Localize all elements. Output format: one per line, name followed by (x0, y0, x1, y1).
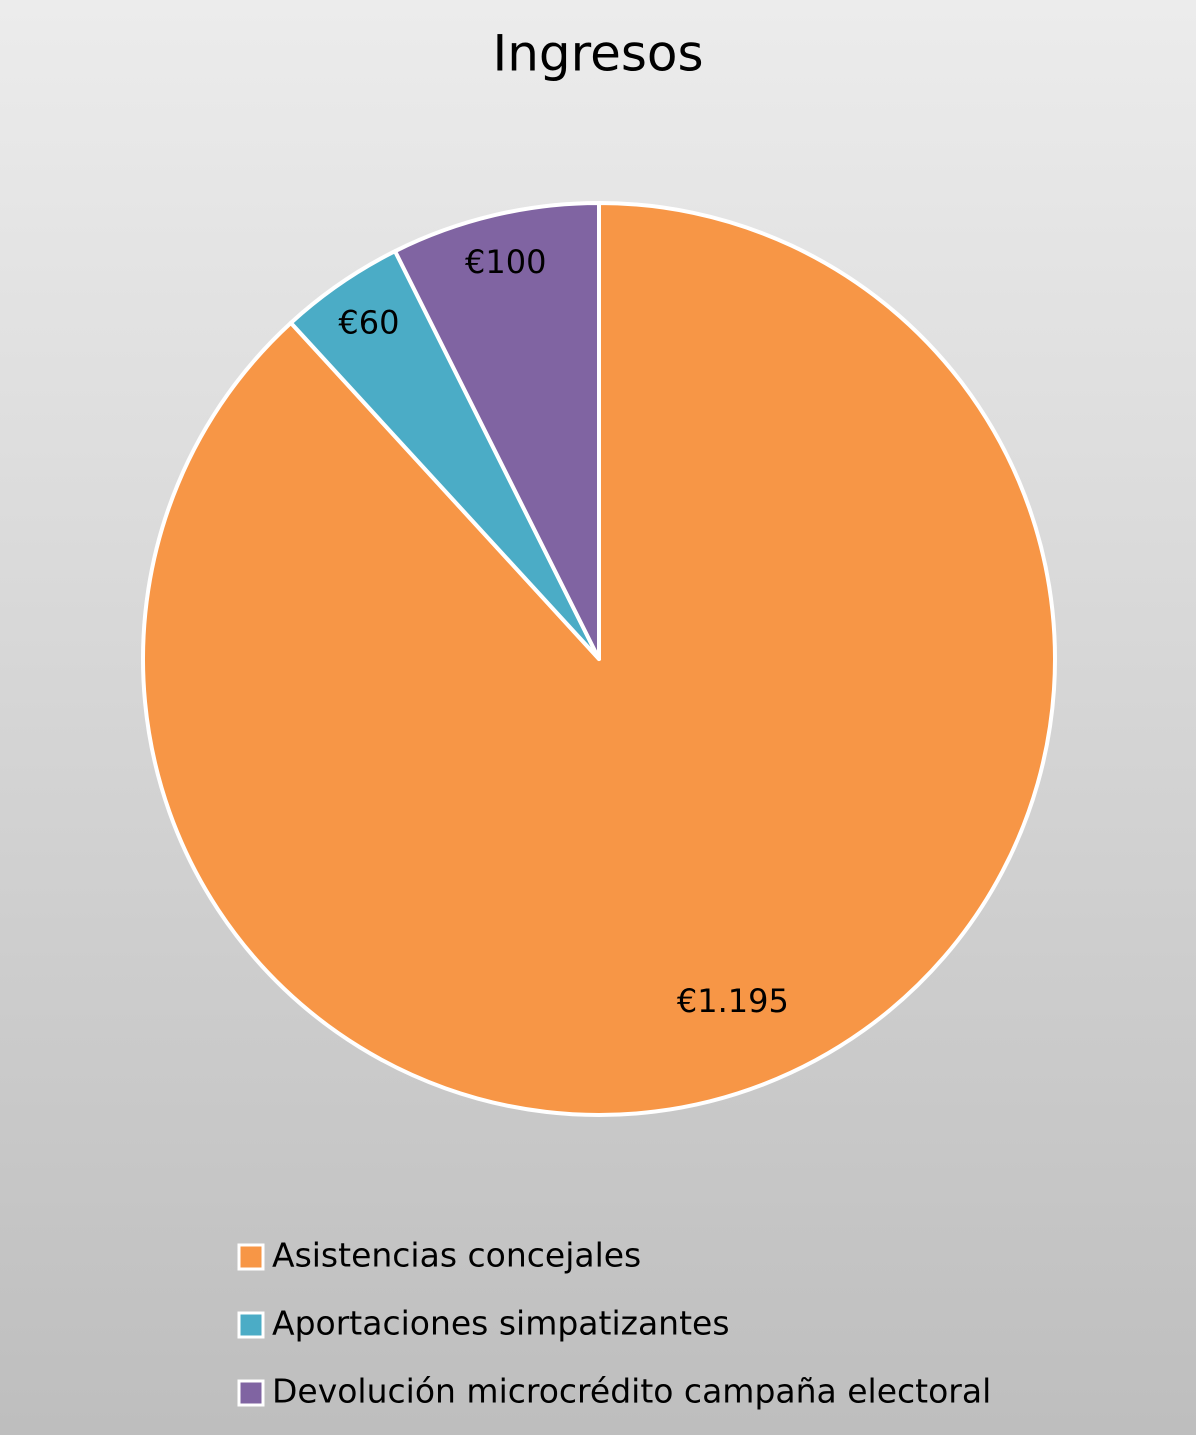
legend-label: Asistencias concejales (272, 1236, 641, 1275)
data-label: €100 (465, 243, 546, 281)
data-label: €1.195 (677, 982, 789, 1020)
legend-swatch (237, 1379, 265, 1407)
legend-swatch (237, 1311, 265, 1339)
pie-slice (141, 201, 1057, 1117)
data-label: €60 (338, 304, 399, 342)
legend-label: Aportaciones simpatizantes (272, 1304, 730, 1343)
legend-label: Devolución microcrédito campaña electora… (272, 1372, 991, 1411)
chart-title: Ingresos (492, 25, 703, 83)
legend-swatch (237, 1243, 265, 1271)
pie-slice (393, 201, 601, 661)
